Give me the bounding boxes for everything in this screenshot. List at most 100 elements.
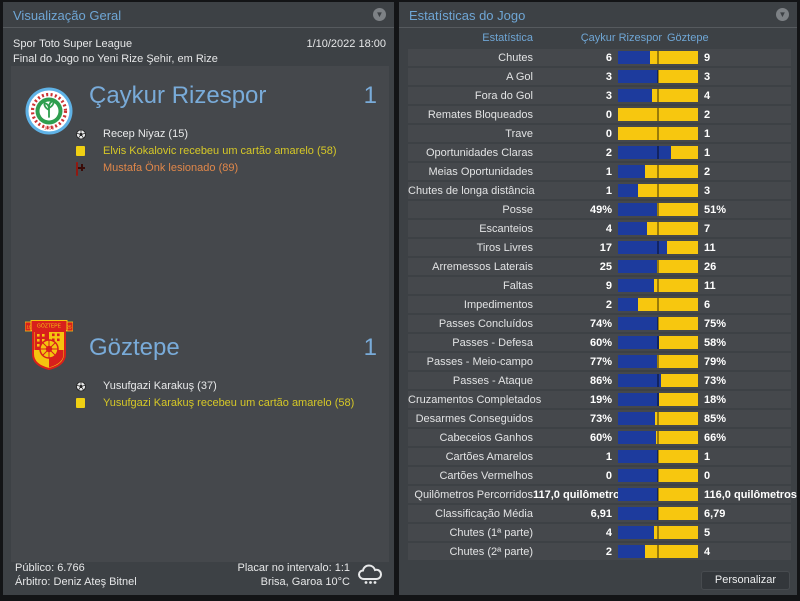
stat-away-value: 66% xyxy=(704,431,727,444)
stat-home-value: 17 xyxy=(599,241,612,254)
svg-text:1953: 1953 xyxy=(44,126,55,131)
home-bar-fill xyxy=(618,488,659,501)
stat-home-value: 0 xyxy=(605,127,612,140)
home-event-yellow-card: Elvis Kokalovic recebeu um cartão amarel… xyxy=(76,145,381,159)
bar-center-marker xyxy=(657,146,659,159)
stat-row: Quilômetros Percorridos 117,0 quilômetros… xyxy=(408,486,797,503)
stat-away-value: 6,79 xyxy=(704,507,726,520)
bar-center-marker xyxy=(657,203,659,216)
chevron-down-icon[interactable]: ▼ xyxy=(373,8,386,21)
stat-row: Tiros Livres 17 11 xyxy=(408,239,791,256)
stat-label: Cartões Amarelos xyxy=(445,450,533,463)
stat-split-bar xyxy=(618,241,698,254)
stat-home-value: 86% xyxy=(589,374,612,387)
stat-label: Cartões Vermelhos xyxy=(439,469,533,482)
stat-row: Passes Concluídos 74% 75% xyxy=(408,315,791,332)
stat-away-value: 7 xyxy=(704,222,711,235)
svg-text:25: 25 xyxy=(66,325,72,330)
stat-label: Faltas xyxy=(503,279,533,292)
stat-row: Escanteios 4 7 xyxy=(408,220,791,237)
stat-row: Chutes 6 9 xyxy=(408,49,791,66)
away-team-name[interactable]: Göztepe xyxy=(89,334,180,361)
home-bar-fill xyxy=(618,469,658,482)
stat-label: Passes - Meio-campo xyxy=(426,355,533,368)
stat-away-value: 1 xyxy=(704,450,711,463)
match-summary-block: 1953 Çaykur Rizespor 1 Recep Niyaz (15) … xyxy=(11,66,389,562)
bar-center-marker xyxy=(657,298,659,311)
stat-row: A Gol 3 3 xyxy=(408,68,791,85)
stat-label: Classificação Média xyxy=(435,507,533,520)
stat-row: Cabeceios Ganhos 60% 66% xyxy=(408,429,791,446)
stat-row: Chutes (2ª parte) 2 4 xyxy=(408,543,791,560)
personalize-button[interactable]: Personalizar xyxy=(700,571,790,590)
stat-away-value: 1 xyxy=(704,146,711,159)
home-bar-fill xyxy=(618,507,659,520)
bar-center-marker xyxy=(657,279,659,292)
stat-away-value: 73% xyxy=(704,374,727,387)
yellow-card-icon xyxy=(76,398,85,408)
match-overview-panel: Visualização Geral ▼ Spor Toto Super Lea… xyxy=(3,2,394,595)
stat-home-value: 2 xyxy=(605,545,612,558)
column-header-away-team[interactable]: Göztepe xyxy=(667,32,709,44)
event-text: Recep Niyaz (15) xyxy=(103,128,188,140)
stat-split-bar xyxy=(618,526,698,539)
chevron-down-icon[interactable]: ▼ xyxy=(776,8,789,21)
stat-away-value: 85% xyxy=(704,412,727,425)
bar-center-marker xyxy=(657,336,659,349)
bar-center-marker xyxy=(657,507,659,520)
overview-panel-title: Visualização Geral xyxy=(13,8,122,23)
stat-split-bar xyxy=(618,488,698,501)
stat-split-bar xyxy=(618,89,698,102)
stat-home-value: 0 xyxy=(605,469,612,482)
column-header-home-team[interactable]: Çaykur Rizespor xyxy=(580,32,662,44)
goztepe-logo: 19 25 GÖZTEPE xyxy=(25,320,73,370)
stats-panel-title: Estatísticas do Jogo xyxy=(409,8,526,23)
bar-center-marker xyxy=(657,393,659,406)
home-bar-fill xyxy=(618,146,672,159)
stat-split-bar xyxy=(618,127,698,140)
stat-away-value: 26 xyxy=(704,260,717,273)
stat-label: Chutes de longa distância xyxy=(408,184,535,197)
stat-split-bar xyxy=(618,545,698,558)
stat-split-bar xyxy=(618,184,698,197)
stat-home-value: 2 xyxy=(605,146,612,159)
stat-row: Passes - Meio-campo 77% 79% xyxy=(408,353,791,370)
stat-away-value: 5 xyxy=(704,526,711,539)
stat-away-value: 9 xyxy=(704,51,711,64)
bar-center-marker xyxy=(657,374,659,387)
home-event-injury: Mustafa Önk lesionado (89) xyxy=(76,162,381,176)
stat-row: Trave 0 1 xyxy=(408,125,791,142)
bar-center-marker xyxy=(657,70,659,83)
stat-row: Arremessos Laterais 25 26 xyxy=(408,258,791,275)
event-text: Mustafa Önk lesionado (89) xyxy=(103,162,239,174)
goal-icon xyxy=(76,381,86,392)
bar-center-marker xyxy=(657,127,659,140)
stat-label: Tiros Livres xyxy=(476,241,533,254)
bar-center-marker xyxy=(657,317,659,330)
stat-split-bar xyxy=(618,469,698,482)
bar-center-marker xyxy=(657,51,659,64)
attendance-text: Público: 6.766 xyxy=(15,562,85,574)
stat-row: Chutes (1ª parte) 4 5 xyxy=(408,524,791,541)
home-bar-fill xyxy=(618,450,658,463)
stat-split-bar xyxy=(618,70,698,83)
referee-text: Árbitro: Deniz Ateş Bitnel xyxy=(15,576,137,588)
stat-row: Passes - Defesa 60% 58% xyxy=(408,334,791,351)
stat-split-bar xyxy=(618,146,698,159)
stat-split-bar xyxy=(618,203,698,216)
stat-row: Oportunidades Claras 2 1 xyxy=(408,144,791,161)
stat-split-bar xyxy=(618,336,698,349)
stat-split-bar xyxy=(618,431,698,444)
home-bar-fill xyxy=(618,260,658,273)
column-header-stat[interactable]: Estatística xyxy=(482,32,533,44)
stat-row: Cartões Amarelos 1 1 xyxy=(408,448,791,465)
stat-away-value: 3 xyxy=(704,184,711,197)
stat-row: Fora do Gol 3 4 xyxy=(408,87,791,104)
bar-center-marker xyxy=(657,355,659,368)
weather-text: Brisa, Garoa 10°C xyxy=(260,576,350,588)
stat-row: Faltas 9 11 xyxy=(408,277,791,294)
home-team-name[interactable]: Çaykur Rizespor xyxy=(89,82,267,109)
stat-home-value: 3 xyxy=(605,70,612,83)
stat-home-value: 4 xyxy=(605,222,612,235)
stat-split-bar xyxy=(618,222,698,235)
